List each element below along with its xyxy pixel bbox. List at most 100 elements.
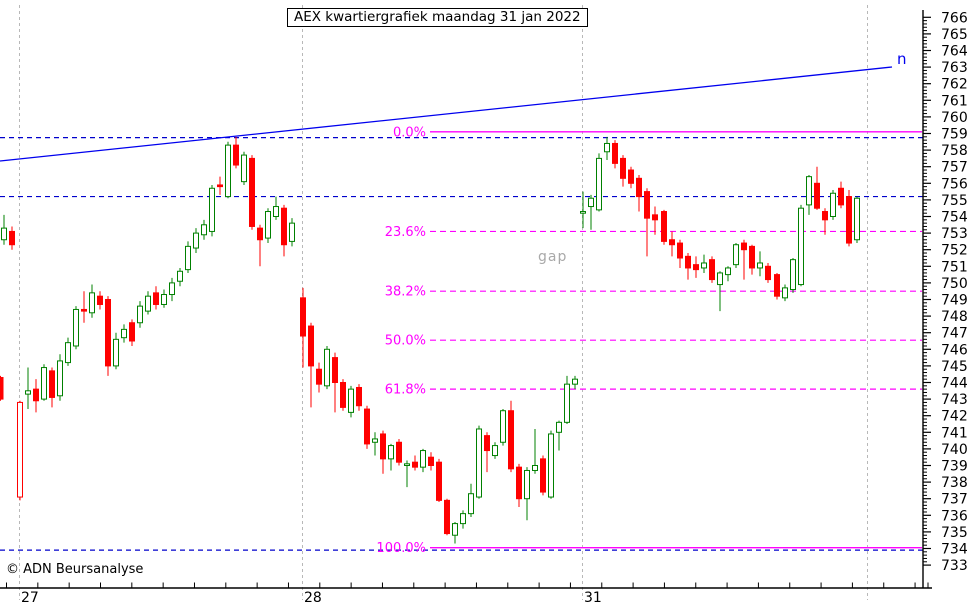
y-axis-label: 753	[941, 226, 968, 242]
candle-body	[81, 308, 87, 312]
candle-body	[49, 370, 55, 398]
candle-body	[364, 408, 370, 445]
candle-body	[380, 433, 386, 460]
fib-level-label: 23.6%	[385, 225, 426, 240]
candle-body	[241, 154, 247, 183]
y-axis-label: 734	[941, 542, 968, 558]
candle-body	[725, 267, 731, 276]
y-axis-label: 755	[941, 193, 968, 209]
candle-body	[508, 410, 514, 470]
candle-body	[209, 187, 215, 232]
y-axis-label: 760	[941, 110, 968, 126]
y-axis-label: 762	[941, 77, 968, 93]
y-axis-label: 751	[941, 259, 968, 275]
candle-body	[89, 292, 95, 314]
candle-body	[685, 255, 691, 269]
candle-body	[436, 461, 442, 501]
candle-body	[669, 239, 675, 246]
candle-body	[652, 214, 658, 221]
y-axis-label: 756	[941, 176, 968, 192]
candle-body	[548, 433, 554, 498]
candle-body	[701, 262, 707, 269]
x-axis-day-label: 28	[304, 590, 322, 606]
candle-body	[257, 227, 263, 241]
fib-level-label: 50.0%	[385, 334, 426, 349]
y-axis-label: 743	[941, 392, 968, 408]
fib-level-label: 61.8%	[385, 383, 426, 398]
candle-body	[540, 458, 546, 493]
y-axis-label: 744	[941, 376, 968, 392]
trendline	[0, 66, 893, 162]
candle-body	[372, 438, 378, 443]
chart-title: AEX kwartiergrafiek maandag 31 jan 2022	[287, 8, 588, 27]
candle-body	[185, 245, 191, 271]
candle-body	[1, 227, 7, 241]
fib-level-label: 100.0%	[376, 541, 426, 556]
candle-body	[249, 157, 255, 227]
x-axis-day-label: 31	[584, 590, 602, 606]
candle-body	[177, 270, 183, 282]
candle-body	[348, 388, 354, 413]
gap-annotation: gap	[538, 249, 568, 265]
candle-body	[332, 357, 338, 384]
candle-body	[105, 299, 111, 367]
candle-body	[709, 259, 715, 281]
candle-body	[677, 242, 683, 259]
candle-body	[806, 176, 812, 206]
y-axis-label: 745	[941, 359, 968, 375]
x-axis-day-label: 27	[21, 590, 39, 606]
candle-body	[460, 513, 466, 525]
candle-body	[137, 305, 143, 324]
candle-body	[500, 410, 506, 443]
y-axis-label: 754	[941, 210, 968, 226]
y-axis-label: 761	[941, 93, 968, 109]
y-axis-label: 740	[941, 442, 968, 458]
y-axis-label: 739	[941, 459, 968, 475]
y-axis-label: 749	[941, 293, 968, 309]
fib-level-label: 38.2%	[385, 285, 426, 300]
candle-body	[717, 272, 723, 286]
candle-body	[57, 360, 63, 397]
candle-body	[516, 466, 522, 500]
candle-body	[532, 465, 538, 471]
candle-body	[404, 463, 410, 466]
candle-body	[588, 197, 594, 208]
candle-body	[854, 197, 860, 241]
candle-body	[33, 388, 39, 402]
candle-body	[468, 493, 474, 515]
candle-body	[201, 224, 207, 236]
candle-body	[41, 367, 47, 400]
candle-body	[572, 378, 578, 385]
candle-body	[356, 386, 362, 407]
candle-body	[324, 348, 330, 387]
candle-body	[9, 230, 15, 246]
candle-body	[838, 187, 844, 206]
candle-body	[564, 383, 570, 423]
candle-body	[693, 264, 699, 271]
candle-body	[628, 169, 634, 184]
candle-body	[412, 461, 418, 468]
candle-body	[484, 435, 490, 452]
candle-body	[193, 232, 199, 249]
y-axis-label: 766	[941, 10, 968, 26]
y-axis-label: 758	[941, 143, 968, 159]
candle-body	[661, 211, 667, 242]
candle-body	[749, 245, 755, 269]
candle-body	[765, 265, 771, 281]
candle-body	[612, 142, 618, 164]
candle-body	[121, 328, 127, 339]
candle-body	[217, 184, 223, 188]
candle-body	[340, 382, 346, 408]
candle-body	[316, 368, 322, 385]
y-axis-label: 757	[941, 160, 968, 176]
candle-body	[604, 142, 610, 153]
candle-body	[644, 191, 650, 219]
candle-body	[636, 177, 642, 198]
candle-body	[428, 456, 434, 467]
candle-body	[782, 287, 788, 299]
candle-body	[822, 211, 828, 221]
candle-body	[281, 207, 287, 246]
candle-body	[790, 259, 796, 291]
candle-body	[153, 292, 159, 305]
